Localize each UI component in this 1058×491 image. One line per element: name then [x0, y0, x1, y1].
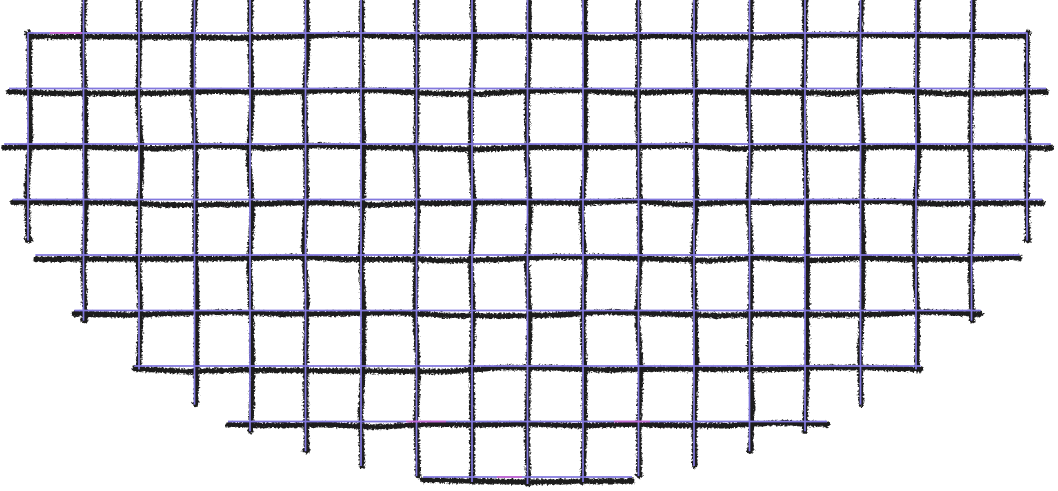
stroke-end-blob [1037, 199, 1046, 207]
stroke-end-blob [33, 255, 40, 262]
stroke-end-blob [10, 200, 17, 206]
stroke-end-blob [225, 422, 233, 428]
stroke-end-blob [1041, 88, 1049, 96]
stroke-end-blob [627, 477, 635, 484]
guide-lines-layer [4, 0, 1051, 484]
stroke-end-blob [72, 311, 79, 317]
stroke-end-blob [1015, 255, 1023, 262]
stroke-end-blob [421, 478, 427, 483]
artifact-dashes-layer [50, 32, 650, 478]
stroke-end-blob [1046, 144, 1054, 151]
stroke-end-blob [976, 310, 983, 318]
stroke-end-blob [822, 422, 830, 428]
stroke-end-blob [2, 145, 8, 150]
stroke-end-blob [7, 89, 13, 95]
